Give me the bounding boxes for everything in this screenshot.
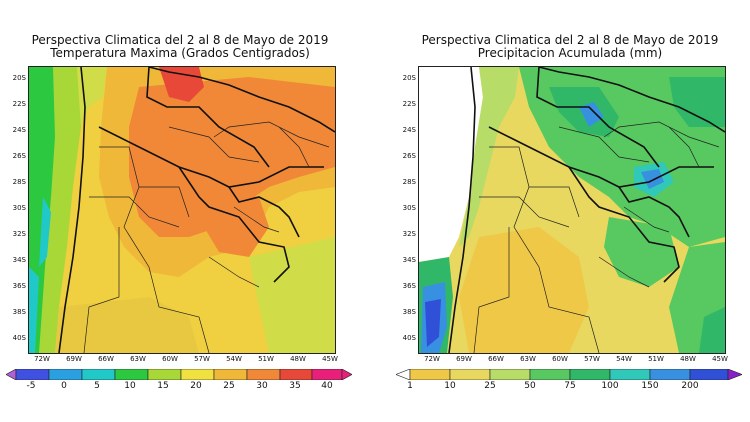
colorbar-label: 50: [524, 381, 536, 391]
precipitation-map-panel: Perspectiva Climatica del 2 al 8 de Mayo…: [390, 0, 750, 422]
colorbar-label: 40: [321, 381, 333, 391]
x-tick-label: 54W: [616, 355, 632, 363]
colorbar-label: 30: [256, 381, 268, 391]
y-tick-label: 34S: [12, 256, 26, 264]
x-tick-label: 69W: [66, 355, 82, 363]
colorbar-label: 100: [601, 381, 619, 391]
x-tick-label: 69W: [456, 355, 472, 363]
temperature-map: [28, 66, 336, 354]
precipitation-field: [419, 67, 725, 353]
map-title: Perspectiva Climatica del 2 al 8 de Mayo…: [421, 33, 719, 47]
x-tick-label: 63W: [130, 355, 146, 363]
colorbar-label: 15: [157, 381, 169, 391]
y-tick-label: 24S: [402, 126, 416, 134]
colorbar-label: 1: [407, 381, 413, 391]
x-tick-label: 66W: [98, 355, 114, 363]
x-tick-label: 60W: [552, 355, 568, 363]
y-tick-label: 32S: [402, 230, 416, 238]
y-tick-label: 28S: [402, 178, 416, 186]
colorbar-label: -5: [26, 381, 36, 391]
temperature-field: [29, 67, 335, 353]
x-tick-label: 63W: [520, 355, 536, 363]
x-tick-label: 45W: [322, 355, 338, 363]
x-tick-label: 48W: [680, 355, 696, 363]
x-tick-label: 66W: [488, 355, 504, 363]
colorbar-label: 0: [61, 381, 67, 391]
colorbar-label: 5: [94, 381, 100, 391]
colorbar-label: 75: [564, 381, 576, 391]
temperature-colorbar: [6, 369, 352, 380]
x-tick-label: 72W: [34, 355, 50, 363]
x-tick-label: 57W: [584, 355, 600, 363]
y-tick-label: 40S: [12, 334, 26, 342]
y-tick-label: 38S: [402, 308, 416, 316]
y-tick-label: 22S: [402, 100, 416, 108]
y-tick-label: 34S: [402, 256, 416, 264]
y-tick-label: 20S: [402, 74, 416, 82]
x-tick-label: 51W: [258, 355, 274, 363]
x-tick-label: 60W: [162, 355, 178, 363]
y-tick-label: 36S: [402, 282, 416, 290]
colorbar-label: 200: [681, 381, 699, 391]
precipitation-colorbar: [396, 369, 742, 380]
colorbar-label: 150: [641, 381, 659, 391]
y-tick-label: 26S: [12, 152, 26, 160]
map-subtitle: Temperatura Maxima (Grados Centigrados): [50, 46, 310, 60]
colorbar-label: 10: [444, 381, 456, 391]
y-tick-label: 36S: [12, 282, 26, 290]
colorbar-label: 35: [289, 381, 301, 391]
y-tick-label: 38S: [12, 308, 26, 316]
colorbar-label: 20: [190, 381, 202, 391]
y-tick-label: 30S: [12, 204, 26, 212]
y-tick-label: 28S: [12, 178, 26, 186]
colorbar-label: 10: [124, 381, 136, 391]
x-tick-label: 51W: [648, 355, 664, 363]
y-tick-label: 32S: [12, 230, 26, 238]
colorbar-label: 25: [484, 381, 496, 391]
y-tick-label: 24S: [12, 126, 26, 134]
x-tick-label: 57W: [194, 355, 210, 363]
y-tick-label: 30S: [402, 204, 416, 212]
colorbar-label: 25: [223, 381, 235, 391]
temperature-map-panel: Perspectiva Climatica del 2 al 8 de Mayo…: [0, 0, 360, 422]
x-tick-label: 54W: [226, 355, 242, 363]
y-tick-label: 26S: [402, 152, 416, 160]
precipitation-map: [418, 66, 726, 354]
x-tick-label: 48W: [290, 355, 306, 363]
y-tick-label: 40S: [402, 334, 416, 342]
map-title: Perspectiva Climatica del 2 al 8 de Mayo…: [31, 33, 329, 47]
y-tick-label: 22S: [12, 100, 26, 108]
y-tick-label: 20S: [12, 74, 26, 82]
x-tick-label: 72W: [424, 355, 440, 363]
map-subtitle: Precipitacion Acumulada (mm): [477, 46, 663, 60]
x-tick-label: 45W: [712, 355, 728, 363]
